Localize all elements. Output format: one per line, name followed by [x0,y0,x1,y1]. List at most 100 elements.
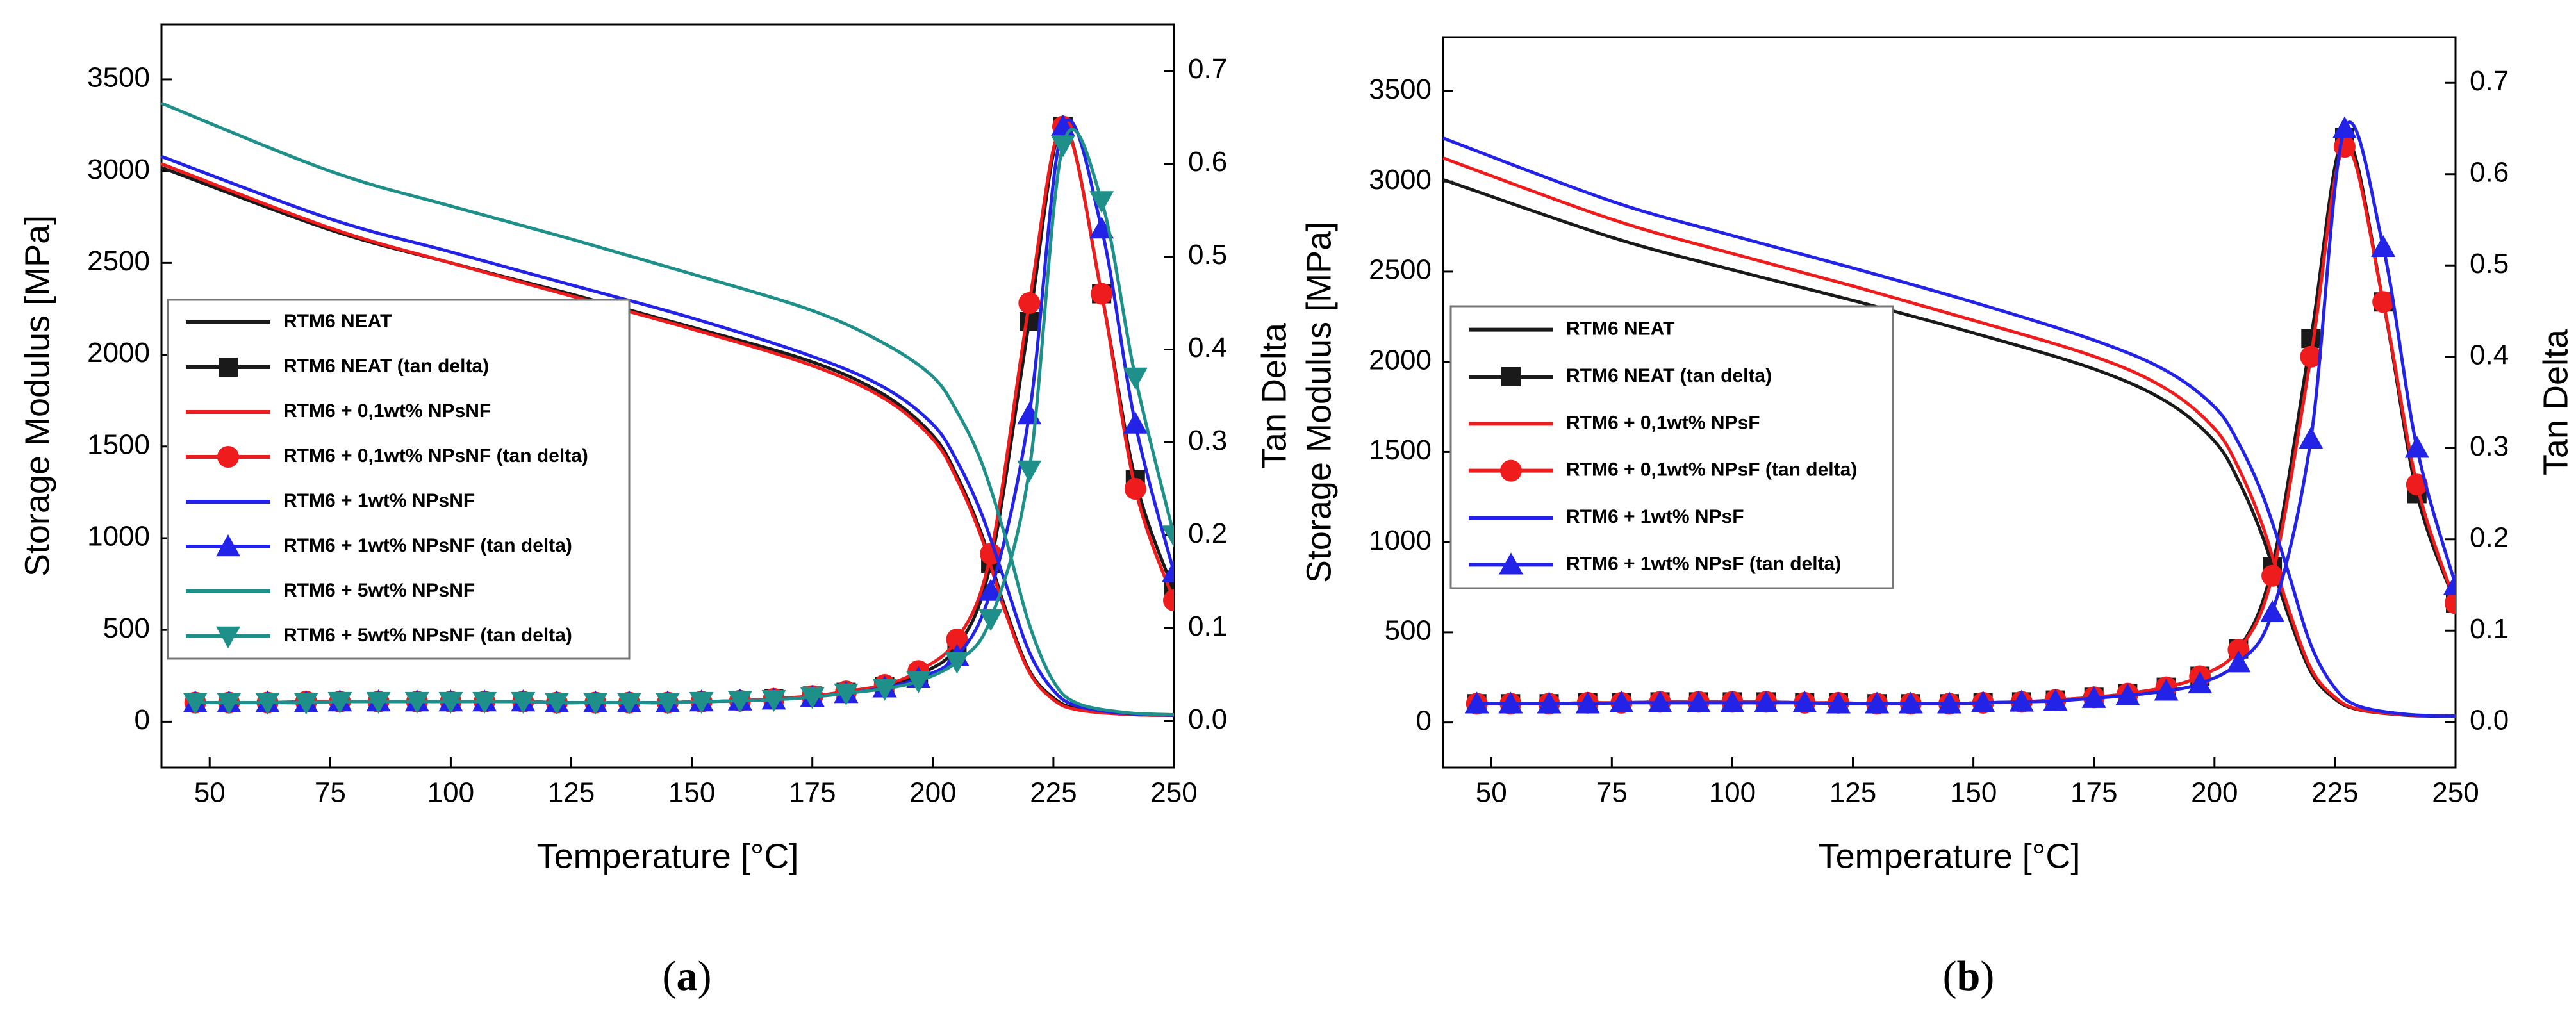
data-point-rtm6-1wt-npsnf-tan-delta [1089,217,1114,239]
data-point-rtm6-5wt-npsnf-tan-delta [472,691,497,714]
data-point-rtm6-5wt-npsnf-tan-delta [183,693,208,715]
data-point-rtm6-0-1wt-npsf-tan-delta [2261,564,2284,587]
data-point-rtm6-5wt-npsnf-tan-delta [583,693,608,715]
data-point-rtm6-5wt-npsnf-tan-delta [761,689,786,712]
data-point-rtm6-1wt-npsf-tan-delta [1647,690,1672,713]
data-point-rtm6-1wt-npsnf-tan-delta [1123,411,1148,434]
data-point-rtm6-0-1wt-npsf-tan-delta [2445,592,2456,614]
y2-axis-title: Tan Delta [2536,329,2575,475]
data-point-rtm6-1wt-npsf-tan-delta [2154,679,2179,701]
x-tick-label: 175 [2070,777,2117,809]
x-tick-label: 125 [1829,777,1876,809]
legend-label: RTM6 + 5wt% NPsNF [283,580,475,601]
data-point-rtm6-1wt-npsf-tan-delta [1754,690,1779,713]
legend-label: RTM6 + 0,1wt% NPsNF (tan delta) [283,445,588,466]
y-tick-label: 500 [103,613,150,644]
x-tick-label: 75 [1596,777,1628,809]
legend-marker [1501,367,1521,386]
y-tick-label: 1000 [87,521,150,552]
data-point-rtm6-1wt-npsf-tan-delta [1865,691,1890,714]
legend-label: RTM6 + 1wt% NPsF [1566,506,1744,527]
legend-label: RTM6 + 0,1wt% NPsNF [283,400,491,422]
legend-label: RTM6 + 1wt% NPsNF [283,490,475,511]
data-point-rtm6-0-1wt-npsf-tan-delta [2227,639,2250,661]
y2-tick-label: 0.3 [2470,431,2509,462]
legend-label: RTM6 NEAT [1566,318,1674,340]
legend-label: RTM6 + 0,1wt% NPsF (tan delta) [1566,459,1857,481]
data-point-rtm6-5wt-npsnf-tan-delta [656,693,680,715]
data-point-rtm6-5wt-npsnf-tan-delta [1050,135,1075,158]
data-point-rtm6-5wt-npsnf-tan-delta [1162,525,1174,548]
legend-marker [219,358,238,377]
y2-tick-label: 0.6 [1188,146,1227,177]
data-point-rtm6-1wt-npsf-tan-delta [2260,600,2285,622]
x-tick-label: 225 [2311,777,2358,809]
data-point-rtm6-1wt-npsf-tan-delta [2009,689,2034,712]
legend-label: RTM6 + 0,1wt% NPsF [1566,412,1760,433]
y2-tick-label: 0.1 [1188,611,1227,642]
data-point-rtm6-5wt-npsnf-tan-delta [834,683,859,705]
y-tick-label: 500 [1385,615,1432,646]
x-tick-label: 250 [2432,777,2479,809]
panel-label: (a) [663,953,712,1000]
series-line-rtm6-0-1wt-npsf [1443,156,2456,718]
legend-label: RTM6 NEAT [283,311,392,332]
x-tick-label: 125 [548,777,595,809]
data-point-rtm6-5wt-npsnf-tan-delta [945,652,970,674]
data-point-rtm6-0-1wt-npsf-tan-delta [2406,473,2428,496]
data-point-rtm6-5wt-npsnf-tan-delta [217,693,242,715]
y2-tick-label: 0.2 [2470,522,2509,553]
chart-panel-a: 50 75 100 125 150 175 200 225 250050010001500200… [18,23,1293,1000]
y-axis-title: Storage Modulus [MPa] [1300,222,1338,583]
data-point-rtm6-1wt-npsf-tan-delta [2404,436,2429,458]
legend-label: RTM6 NEAT (tan delta) [1566,365,1772,386]
data-point-rtm6-0-1wt-npsnf-tan-delta [946,628,968,650]
series-line-rtm6-0-1wt-npsnf [161,162,1174,717]
y-tick-label: 2000 [1369,344,1432,375]
x-tick-label: 225 [1030,777,1077,809]
x-tick-label: 75 [315,777,346,809]
y-tick-label: 0 [1416,705,1432,736]
data-layer [161,101,1174,717]
data-point-rtm6-1wt-npsf-tan-delta [2443,573,2456,595]
y2-tick-label: 0.1 [2470,613,2509,645]
x-tick-label: 200 [2191,777,2238,809]
x-axis-title: Temperature [°C] [1819,837,2081,875]
legend-marker [217,446,239,468]
x-tick-label: 200 [909,777,956,809]
data-point-rtm6-0-1wt-npsf-tan-delta [2300,345,2322,368]
data-point-rtm6-1wt-npsf-tan-delta [1609,690,1634,713]
data-point-rtm6-5wt-npsnf-tan-delta [616,693,641,715]
data-point-rtm6-1wt-npsf-tan-delta [1937,691,1961,714]
data-point-rtm6-0-1wt-npsf-tan-delta [2333,136,2356,158]
y-tick-label: 0 [135,704,150,736]
data-point-rtm6-1wt-npsf-tan-delta [1537,691,1562,714]
x-tick-label: 175 [789,777,836,809]
legend-box [1449,305,1894,589]
data-point-rtm6-5wt-npsnf-tan-delta [327,691,352,714]
y2-tick-label: 0.7 [2470,65,2509,97]
y-tick-label: 2000 [87,337,150,368]
data-point-rtm6-1wt-npsf-tan-delta [2081,686,2106,708]
y2-tick-label: 0.4 [2470,339,2509,370]
legend-box [167,299,631,660]
data-point-rtm6-1wt-npsf-tan-delta [1720,690,1745,713]
panel-label-open: ( [1943,953,1957,1000]
data-point-rtm6-5wt-npsnf-tan-delta [544,693,569,715]
panel-label-open: ( [663,953,677,1000]
data-point-rtm6-1wt-npsf-tan-delta [1575,691,1600,714]
y-tick-label: 3500 [1369,74,1432,105]
data-point-rtm6-5wt-npsnf-tan-delta [255,693,280,715]
legend-marker [216,534,240,557]
y-tick-label: 1000 [1369,525,1432,556]
legend-label: RTM6 + 5wt% NPsNF (tan delta) [283,625,572,646]
y-tick-label: 2500 [87,245,150,277]
x-tick-label: 50 [1476,777,1507,809]
panel-label: (b) [1943,953,1995,1000]
y2-tick-label: 0.3 [1188,425,1227,456]
y2-tick-label: 0.5 [2470,248,2509,279]
legend: RTM6 NEAT RTM6 NEAT (tan delta) RTM6 + 0,1… [167,299,631,660]
data-point-rtm6-1wt-npsf-tan-delta [1792,690,1817,713]
panel-label-letter: a [677,953,698,1000]
